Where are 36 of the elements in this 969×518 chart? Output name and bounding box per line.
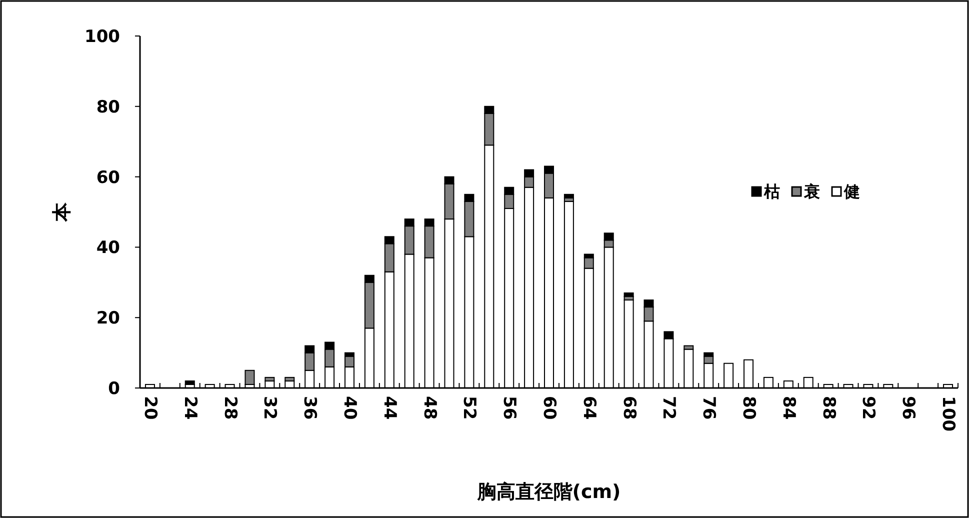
x-tick-label: 92 — [858, 396, 878, 420]
x-tick-label: 48 — [419, 396, 440, 420]
y-tick-label: 60 — [96, 168, 120, 188]
bar — [244, 370, 255, 385]
legend-label: 健 — [843, 182, 860, 201]
x-tick-label: 24 — [180, 396, 200, 420]
x-tick-label: 72 — [658, 396, 679, 420]
x-tick-label: 36 — [300, 396, 320, 420]
x-tick-label: 52 — [459, 396, 480, 420]
legend-label: 衰 — [803, 182, 820, 201]
y-axis-title: 本 — [51, 202, 73, 222]
x-tick-label: 64 — [578, 396, 599, 420]
x-tick-label: 32 — [260, 396, 280, 420]
x-tick-label: 100 — [938, 396, 958, 432]
bar — [624, 292, 634, 297]
bar — [564, 194, 574, 198]
x-tick-label: 80 — [738, 396, 759, 420]
x-tick-label: 68 — [618, 396, 639, 420]
y-tick-label: 100 — [84, 27, 120, 47]
x-tick-label: 84 — [778, 396, 798, 420]
y-tick-label: 0 — [108, 379, 120, 399]
x-tick-label: 88 — [818, 396, 838, 420]
x-axis-title: 胸高直径階(cm) — [476, 481, 621, 503]
x-tick-label: 60 — [539, 396, 559, 420]
x-tick-label: 40 — [339, 396, 360, 420]
x-tick-label: 96 — [898, 396, 918, 420]
x-tick-label: 20 — [140, 396, 160, 420]
bar — [184, 380, 195, 385]
y-tick-label: 80 — [96, 97, 120, 118]
x-tick-label: 44 — [379, 396, 400, 420]
y-tick-label: 40 — [96, 238, 120, 258]
x-tick-label: 56 — [499, 396, 520, 420]
y-tick-label: 20 — [96, 308, 120, 329]
x-tick-label: 28 — [220, 396, 240, 420]
x-tick-label: 76 — [698, 396, 719, 420]
legend-label: 枯 — [763, 182, 780, 201]
